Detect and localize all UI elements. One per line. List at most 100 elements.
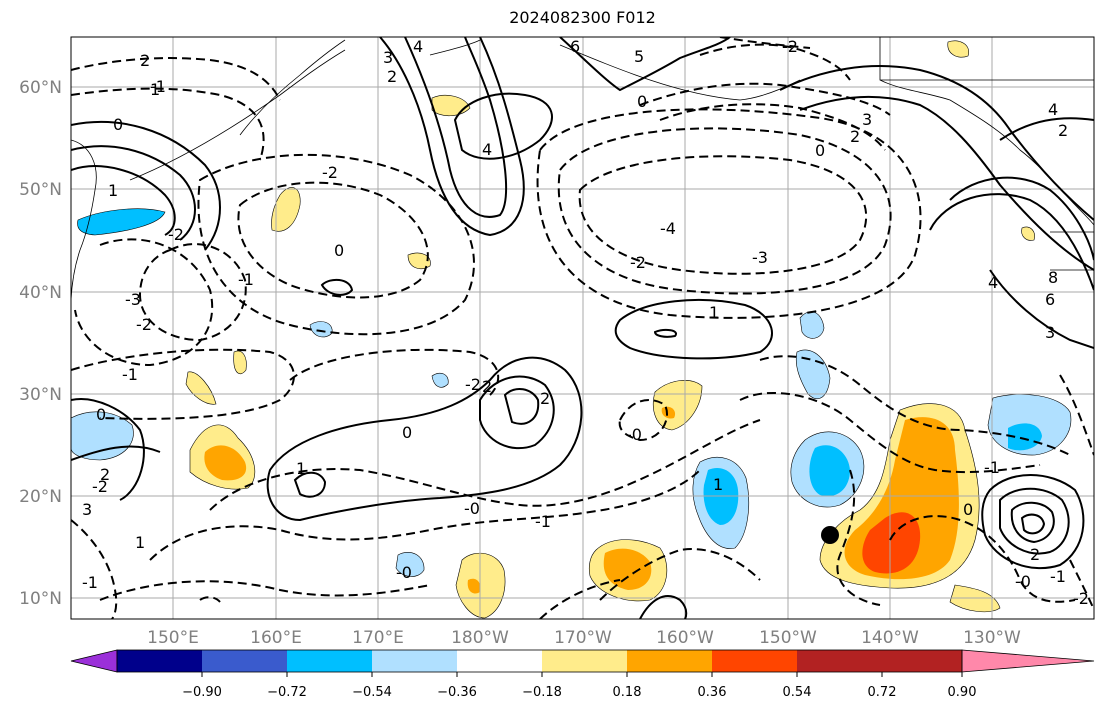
contour-pos-23 xyxy=(981,474,1085,570)
cyan-core-hawaii-west xyxy=(703,468,739,525)
coastline-japan-kuril xyxy=(71,49,346,301)
contour-label: -1 xyxy=(984,458,1000,477)
colorbar-tick-label: 0.36 xyxy=(698,685,727,700)
contour-label: -1 xyxy=(150,77,166,96)
contour-neg-28 xyxy=(1069,559,1094,611)
contour-pos-13 xyxy=(559,37,731,92)
contour-label: -2 xyxy=(1073,589,1089,608)
orange-region-hawaii-south xyxy=(603,548,652,590)
lat-label-40n: 40°N xyxy=(19,283,62,303)
colorbar-segment xyxy=(287,650,372,672)
contour-neg-19 xyxy=(539,579,621,619)
red-region-east-pacific xyxy=(862,512,921,574)
contour-neg-4 xyxy=(237,181,429,299)
contour-neg-16 xyxy=(836,469,881,606)
storm-position-marker xyxy=(821,526,839,544)
contour-label: 0 xyxy=(96,405,106,424)
contour-label: -2 xyxy=(465,375,481,394)
contour-label: 1 xyxy=(296,459,306,478)
contour-label: 2 xyxy=(140,51,150,70)
colorbar-extend-low xyxy=(70,649,118,673)
colorbar-segment xyxy=(372,650,457,672)
lat-label-10n: 10°N xyxy=(19,589,62,609)
contour-label: 6 xyxy=(570,37,580,56)
orange-spot-dateline xyxy=(467,578,481,594)
colorbar-segment xyxy=(202,650,287,672)
contour-neg-2 xyxy=(557,127,892,295)
map-title: 2024082300 F012 xyxy=(509,8,656,27)
contour-neg-25 xyxy=(719,37,811,49)
colorbar-tick-label: −0.90 xyxy=(182,685,222,700)
contour-label: 1 xyxy=(108,181,118,200)
contour-label: -2 xyxy=(168,225,184,244)
lon-label-140w: 140°W xyxy=(861,628,919,648)
contour-label-group: 2 1 3 4 6 5 0 -2 2 4 3 2 0 4 2 0 1 -2 -3… xyxy=(82,37,1089,608)
contour-neg-5 xyxy=(197,153,475,336)
contour-label: 2 xyxy=(1030,545,1040,564)
contour-neg-13 xyxy=(618,399,668,442)
colorbar-segment xyxy=(797,650,882,672)
contour-neg-22 xyxy=(639,82,891,116)
colorbar-segment xyxy=(457,650,542,672)
lat-label-20n: 20°N xyxy=(19,487,62,507)
contour-label: -1 xyxy=(535,512,551,531)
contour-pos-22 xyxy=(71,121,221,251)
contour-pos-7 xyxy=(614,299,773,360)
contour-label: 0 xyxy=(963,500,973,519)
contour-label: 2 xyxy=(540,389,550,408)
warm-region-small-2 xyxy=(233,350,247,374)
negative-contours xyxy=(71,37,1094,619)
contour-label: 3 xyxy=(383,48,393,67)
coastline-kamchatka xyxy=(239,39,346,136)
warm-region-north-2 xyxy=(271,187,301,232)
cyan-core-northeast xyxy=(1008,423,1042,451)
contour-label: -2 xyxy=(322,163,338,182)
cool-region-small-5 xyxy=(431,372,449,388)
orange-spot-central-30n xyxy=(661,406,676,419)
colorbar-segment xyxy=(712,650,797,672)
contour-pos-2 xyxy=(71,398,145,501)
contour-label: -2 xyxy=(782,37,798,56)
colorbar-tick-label: −0.36 xyxy=(437,685,477,700)
colorbar-extend-high xyxy=(961,649,1095,673)
lon-label-150w: 150°W xyxy=(759,628,817,648)
colorbar-frame xyxy=(116,649,963,673)
contour-pos-4 xyxy=(293,471,327,498)
contour-neg-27 xyxy=(1059,374,1094,456)
contour-label: 0 xyxy=(637,92,647,111)
contour-label: 2 xyxy=(482,377,492,396)
contour-label: 8 xyxy=(1048,268,1058,287)
contour-label: -3 xyxy=(125,290,141,309)
contour-label: 2 xyxy=(100,465,110,484)
contour-neg-10 xyxy=(209,419,761,511)
orange-region-west-20n xyxy=(204,445,247,481)
contour-pos-16 xyxy=(949,176,1094,261)
contour-neg-17 xyxy=(889,515,1076,603)
contour-neg-14 xyxy=(759,355,1071,456)
contour-label: -0 xyxy=(626,425,642,444)
colorbar-tick-label: 0.72 xyxy=(868,685,897,700)
warm-region-central-30n xyxy=(652,380,703,431)
contour-label: -0 xyxy=(396,563,412,582)
lon-label-170w: 170°W xyxy=(554,628,612,648)
contour-label: 0 xyxy=(815,141,825,160)
contour-neg-18 xyxy=(599,548,761,601)
contour-label: -0 xyxy=(464,499,480,518)
colorbar-labels: −0.90 −0.72 −0.54 −0.36 −0.18 0.18 0.36 … xyxy=(182,685,976,700)
contour-label: 1 xyxy=(709,303,719,322)
contour-pos-12 xyxy=(453,92,553,160)
contour-label: 1 xyxy=(713,475,723,494)
colorbar: −0.90 −0.72 −0.54 −0.36 −0.18 0.18 0.36 … xyxy=(70,649,1095,700)
contour-neg-12 xyxy=(99,580,431,601)
contour-pos-21 xyxy=(71,165,176,236)
warm-region-small-5 xyxy=(947,40,969,58)
lon-label-150e: 150°E xyxy=(147,628,199,648)
contour-label: -4 xyxy=(660,219,676,238)
colorbar-segment xyxy=(117,650,202,672)
contour-neg-26 xyxy=(71,519,118,619)
contour-pos-6 xyxy=(503,388,540,425)
contour-neg-7 xyxy=(74,238,214,367)
contour-neg-29 xyxy=(199,596,221,603)
contour-label: -1 xyxy=(238,270,254,289)
contour-label: 3 xyxy=(1045,323,1055,342)
